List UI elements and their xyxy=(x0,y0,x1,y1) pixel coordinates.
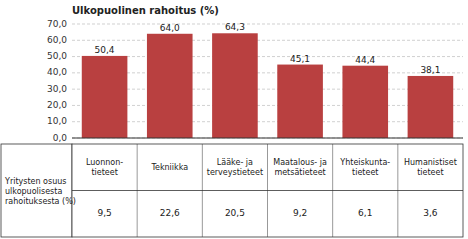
text-line: Luonnon- xyxy=(86,158,123,167)
data-label: 64,0 xyxy=(160,23,180,33)
data-label: 64,3 xyxy=(225,22,245,32)
table-divider xyxy=(137,144,138,237)
grid-line xyxy=(72,24,463,25)
table-divider xyxy=(332,144,333,237)
y-tick-label: 40,0 xyxy=(47,67,67,77)
data-label: 44,4 xyxy=(355,55,375,65)
table-value: 20,5 xyxy=(225,208,245,218)
table-label-cell xyxy=(1,144,72,237)
data-label: 45,1 xyxy=(290,54,310,64)
category-label: Humanistisettieteet xyxy=(404,158,457,177)
table-value: 3,6 xyxy=(423,208,438,218)
y-tick-label: 70,0 xyxy=(47,19,67,29)
text-line: ulkopuolisesta xyxy=(5,186,62,195)
grid-line xyxy=(72,40,463,41)
grid xyxy=(72,24,463,138)
y-tick-label: 10,0 xyxy=(47,116,67,126)
table-value: 22,6 xyxy=(160,208,180,218)
category-label: Maatalous- jametsätieteet xyxy=(273,158,327,177)
grid-line xyxy=(72,105,463,106)
table-value: 6,1 xyxy=(358,208,372,218)
text-line: Lääke- ja xyxy=(217,158,253,167)
text-line: Yhteiskunta- xyxy=(339,158,390,167)
title: Ulkopuolinen rahoitus (%) xyxy=(72,5,219,16)
bar xyxy=(342,66,388,138)
y-tick-label: 60,0 xyxy=(47,35,67,45)
text-line: tieteet xyxy=(352,168,378,177)
bar xyxy=(277,65,323,138)
text-line: Yritysten osuus xyxy=(4,176,66,185)
y-tick-label: 30,0 xyxy=(47,84,67,94)
text-line: tieteet xyxy=(417,168,443,177)
category-label: Tekniikka xyxy=(150,163,188,172)
bars xyxy=(82,33,453,138)
bar xyxy=(82,56,128,138)
category-label: Lääke- jaterveystieteet xyxy=(207,158,263,177)
table-value: 9,5 xyxy=(97,208,111,218)
chart: Ulkopuolinen rahoitus (%) 0,0 10,0 20,0 30,0… xyxy=(0,0,468,239)
grid-line xyxy=(72,121,463,122)
table-frame xyxy=(72,144,463,237)
table-divider xyxy=(267,144,268,237)
text-line: Humanistiset xyxy=(404,158,457,167)
data-label: 38,1 xyxy=(420,65,440,75)
y-tick-label: 50,0 xyxy=(47,51,67,61)
text-line: rahoituksesta (%) xyxy=(5,196,76,205)
table-row-label: Yritysten osuusulkopuolisestarahoitukses… xyxy=(4,176,76,205)
category-label: Luonnon-tieteet xyxy=(86,158,123,177)
bar xyxy=(212,33,258,138)
bar xyxy=(408,76,454,138)
bar xyxy=(147,34,193,138)
table: Yritysten osuusulkopuolisestarahoitukses… xyxy=(1,144,463,237)
table-divider xyxy=(202,144,203,237)
grid-line xyxy=(72,89,463,90)
text-line: Maatalous- ja xyxy=(273,158,327,167)
y-tick-label: 20,0 xyxy=(47,100,67,110)
table-value: 9,2 xyxy=(293,208,307,218)
text-line: metsätieteet xyxy=(274,168,325,177)
data-label: 50,4 xyxy=(95,45,115,55)
text-line: tieteet xyxy=(91,168,117,177)
y-tick-label: 0,0 xyxy=(53,133,68,143)
text-line: terveystieteet xyxy=(207,168,263,177)
table-divider xyxy=(397,144,398,237)
grid-line xyxy=(72,138,463,139)
text-line: Tekniikka xyxy=(150,163,188,172)
grid-line xyxy=(72,72,463,73)
x-axis-line xyxy=(72,138,463,139)
grid-line xyxy=(72,56,463,57)
category-label: Yhteiskunta-tieteet xyxy=(339,158,390,177)
